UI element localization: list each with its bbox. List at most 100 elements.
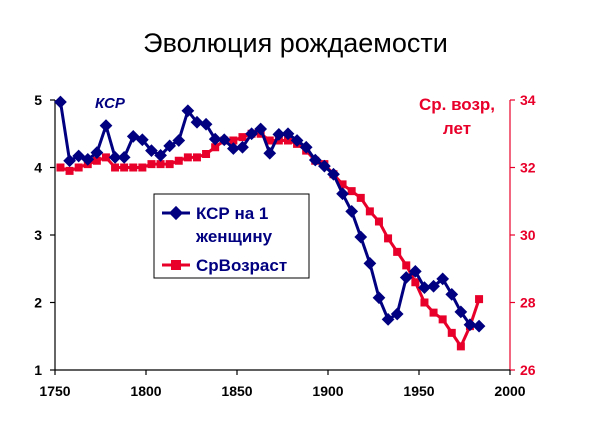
tfr-point [472, 319, 486, 333]
tfr-point [190, 115, 204, 129]
tfr-point [372, 291, 386, 305]
tfr-point [418, 281, 431, 294]
tfr-point [427, 279, 440, 293]
tfr-point [90, 146, 104, 160]
tfr-point [145, 144, 158, 157]
age-point [211, 143, 220, 152]
age-point [156, 160, 165, 169]
y-right-tick-label: 32 [520, 160, 536, 176]
tfr-point [172, 134, 186, 147]
age-point [347, 187, 356, 196]
age-point [92, 156, 101, 165]
age-point [129, 163, 138, 172]
tfr-point [445, 288, 459, 301]
age-point [411, 278, 420, 287]
tfr-point [390, 307, 404, 321]
age-point [438, 315, 447, 324]
age-point [283, 136, 292, 145]
x-tick-label: 1800 [130, 383, 161, 399]
age-point [456, 342, 465, 351]
y-right-tick-label: 34 [520, 92, 536, 108]
tfr-point [254, 122, 268, 136]
tfr-point [54, 95, 67, 109]
age-point [165, 160, 174, 169]
legend-age-label: СрВозраст [196, 256, 287, 275]
legend: КСР на 1 женщину СрВозраст [153, 193, 310, 279]
legend-tfr-marker [168, 205, 184, 221]
tfr-point [208, 132, 222, 146]
tfr-point [81, 153, 95, 166]
tfr-point [381, 312, 395, 326]
age-point [393, 247, 402, 256]
ksr-annotation: КСР [95, 95, 126, 112]
tfr-point [408, 265, 422, 278]
tfr-point [245, 127, 258, 141]
age-point [111, 163, 120, 172]
tfr-point [236, 140, 249, 154]
y-left-tick-label: 3 [34, 227, 42, 243]
x-tick-label: 1950 [403, 383, 434, 399]
tfr-point [217, 133, 231, 147]
age-point [365, 207, 374, 216]
y-left-tick-label: 2 [34, 295, 42, 311]
age-point [420, 298, 429, 307]
x-tick-label: 1900 [312, 383, 343, 399]
age-point [238, 133, 247, 142]
age-point [374, 217, 383, 226]
tfr-point [363, 256, 377, 270]
age-point [65, 166, 74, 175]
age-point [147, 160, 156, 169]
age-point [74, 163, 83, 172]
tfr-point [336, 187, 349, 201]
age-point [356, 193, 365, 202]
age-point [338, 180, 347, 189]
tfr-point [454, 305, 468, 319]
age-point [56, 163, 65, 172]
age-annotation-line2: лет [443, 119, 471, 138]
age-point [402, 261, 411, 270]
tfr-point [463, 318, 477, 332]
age-point [174, 156, 183, 165]
tfr-point [99, 119, 113, 133]
tfr-point [345, 204, 359, 218]
y-right-tick-label: 28 [520, 295, 536, 311]
age-point [447, 328, 456, 337]
y-left-tick-label: 1 [34, 362, 42, 378]
series-layer [54, 95, 486, 351]
legend-tfr-label-line2: женщину [195, 227, 273, 246]
tfr-point [135, 133, 149, 147]
x-tick-label: 2000 [494, 383, 525, 399]
age-point [384, 234, 393, 243]
age-point [192, 153, 201, 162]
y-left-tick-label: 4 [34, 160, 42, 176]
tfr-point [399, 271, 413, 284]
y-right-tick-label: 26 [520, 362, 536, 378]
age-annotation-line1: Ср. возр, [419, 95, 495, 114]
chart-title: Эволюция рождаемости [143, 28, 448, 58]
tfr-point [117, 150, 131, 164]
x-tick-label: 1750 [39, 383, 70, 399]
age-point [120, 163, 129, 172]
tfr-point [436, 272, 450, 286]
tfr-point [272, 128, 286, 141]
x-tick-label: 1850 [221, 383, 252, 399]
age-point [229, 136, 238, 145]
tfr-point [308, 153, 322, 167]
y-left-tick-label: 5 [34, 92, 42, 108]
legend-age-marker [171, 260, 181, 270]
tfr-point [290, 134, 304, 147]
tfr-point [108, 150, 122, 164]
tfr-point [263, 146, 277, 160]
age-point [183, 153, 192, 162]
tfr-point [154, 148, 167, 162]
age-point [138, 163, 147, 172]
age-point [101, 153, 110, 162]
y-right-tick-label: 30 [520, 227, 536, 243]
tfr-point [354, 230, 368, 244]
tfr-point [199, 117, 213, 131]
legend-tfr-label-line1: КСР на 1 [196, 204, 268, 223]
age-point [265, 136, 274, 145]
age-point [429, 308, 438, 317]
